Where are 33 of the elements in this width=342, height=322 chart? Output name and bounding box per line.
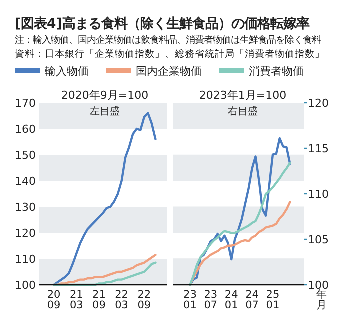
x-tick-label: 22 03 xyxy=(115,289,129,312)
y-tick-label: 130 xyxy=(15,201,36,214)
x-tick-label: 24 01 xyxy=(224,289,239,312)
y-tick-label: 120 xyxy=(15,227,36,240)
x-tick-label: 23 07 xyxy=(204,289,218,312)
legend-label: 消費者物価 xyxy=(249,65,304,78)
legend-label: 輸入物価 xyxy=(45,65,89,78)
y-tick-label: 100 xyxy=(15,279,36,292)
x-tick-label: 21 03 xyxy=(70,289,84,312)
x-tick-label: 25 01 xyxy=(266,289,280,312)
y-tick-label: 110 xyxy=(15,253,36,266)
y-tick-label: 160 xyxy=(15,123,36,136)
y-tick-label: 140 xyxy=(15,175,36,188)
y-axis-title: 右目盛 xyxy=(228,106,258,118)
y-tick-label: 105 xyxy=(308,234,329,246)
x-tick-label: 22 09 xyxy=(138,289,152,312)
chart-subtitle: 2023年1月=100 xyxy=(199,89,287,102)
x-axis-title: 年月 xyxy=(316,289,328,312)
y-tick-label: 115 xyxy=(308,142,329,156)
y-tick-label: 120 xyxy=(308,97,329,110)
y-tick-label: 110 xyxy=(308,188,329,201)
chart-title: [図表4]高まる食料（除く生鮮食品）の価格転嫁率 xyxy=(15,16,310,32)
x-tick-label: 20 09 xyxy=(47,289,61,312)
x-tick-label: 24 07 xyxy=(246,289,260,312)
x-tick-label: 23 01 xyxy=(184,289,197,312)
text: 注：輸入物価、国内企業物価は飲食料品、消費者物価は生鮮食品を除く食料 xyxy=(15,35,321,46)
y-tick-label: 150 xyxy=(15,149,36,162)
y-axis-title: 左目盛 xyxy=(90,106,120,118)
legend-label: 国内企業物価 xyxy=(136,65,202,78)
text: 資料：日本銀行「企業物価指数」、総務省統計局「消費者物価指数」 xyxy=(15,48,325,60)
x-tick-label: 21 09 xyxy=(92,289,106,312)
y-tick-label: 170 xyxy=(15,97,36,110)
chart-subtitle: 2020年9月=100 xyxy=(61,89,149,102)
